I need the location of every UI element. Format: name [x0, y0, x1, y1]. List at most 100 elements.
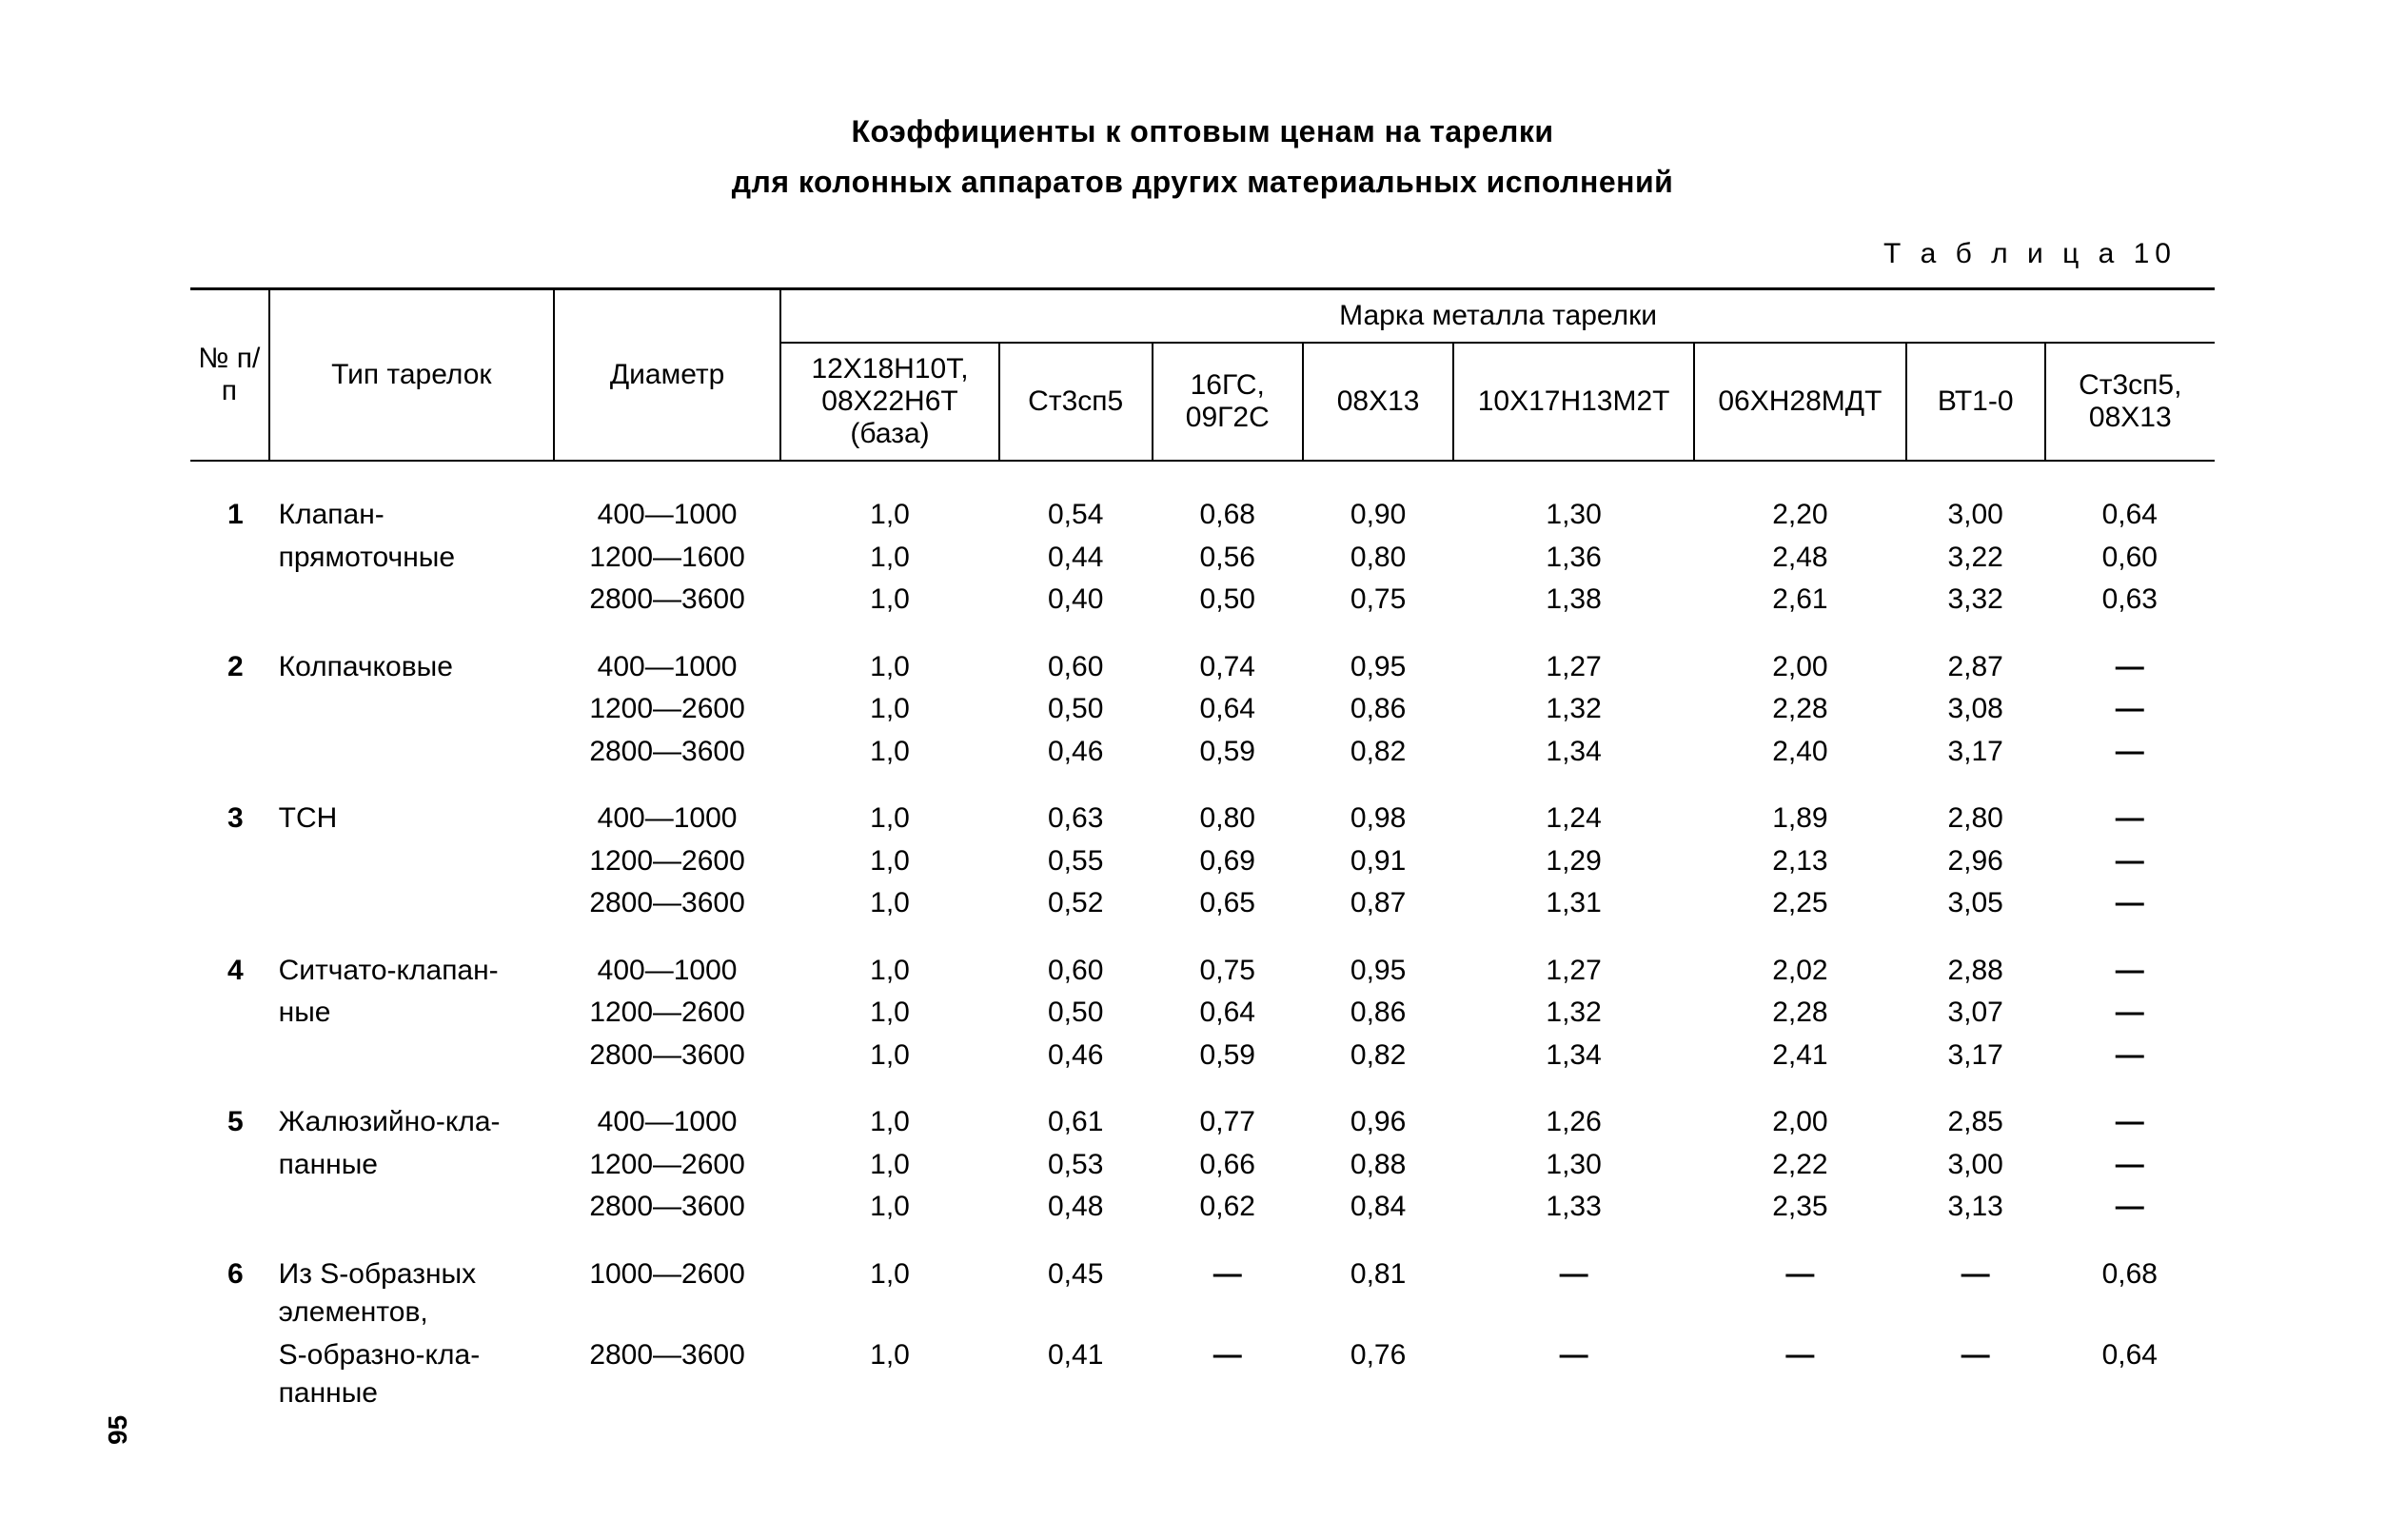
cell-type: прямоточные [269, 537, 554, 580]
cell-value: — [1694, 1229, 1906, 1334]
cell-value: 3,07 [1906, 992, 2045, 1035]
cell-value: 0,96 [1303, 1076, 1453, 1144]
cell-value: 2,28 [1694, 992, 1906, 1035]
cell-value: 0,48 [999, 1186, 1153, 1229]
cell-number [190, 1186, 269, 1229]
cell-value: 0,88 [1303, 1144, 1453, 1187]
cell-value: 1,30 [1453, 461, 1694, 537]
cell-number [190, 992, 269, 1035]
cell-number [190, 688, 269, 731]
cell-value: 1,24 [1453, 773, 1694, 840]
cell-value: 0,50 [1153, 579, 1303, 622]
cell-value: 0,62 [1153, 1186, 1303, 1229]
cell-value: 0,77 [1153, 1076, 1303, 1144]
cell-value: 1,0 [780, 1229, 999, 1334]
cell-type: S-образно-кла-панные [269, 1334, 554, 1415]
cell-value: 1,0 [780, 1076, 999, 1144]
cell-type: панные [269, 1144, 554, 1187]
col-header-08x13: 08Х13 [1303, 343, 1453, 461]
cell-number [190, 1035, 269, 1077]
cell-type: ные [269, 992, 554, 1035]
cell-diameter: 400—1000 [554, 622, 780, 689]
cell-value: 2,85 [1906, 1076, 2045, 1144]
cell-value: 0,63 [999, 773, 1153, 840]
cell-value: — [2045, 992, 2215, 1035]
cell-number: 6 [190, 1229, 269, 1334]
cell-value: 0,68 [1153, 461, 1303, 537]
cell-diameter: 2800—3600 [554, 1035, 780, 1077]
cell-value: 3,22 [1906, 537, 2045, 580]
cell-value: 0,81 [1303, 1229, 1453, 1334]
cell-diameter: 400—1000 [554, 461, 780, 537]
table-row: ные1200—26001,00,500,640,861,322,283,07— [190, 992, 2215, 1035]
cell-number [190, 1334, 269, 1415]
cell-number: 3 [190, 773, 269, 840]
cell-type: Клапан- [269, 461, 554, 537]
cell-value: 1,0 [780, 1186, 999, 1229]
col-header-06xn: 06ХН28МДТ [1694, 343, 1906, 461]
cell-value: — [2045, 1186, 2215, 1229]
cell-value: 2,02 [1694, 925, 1906, 993]
cell-type [269, 840, 554, 883]
cell-value: — [2045, 1035, 2215, 1077]
cell-value: 0,76 [1303, 1334, 1453, 1415]
cell-diameter: 400—1000 [554, 925, 780, 993]
cell-value: 0,84 [1303, 1186, 1453, 1229]
cell-value: — [1906, 1229, 2045, 1334]
cell-value: 0,98 [1303, 773, 1453, 840]
cell-number: 5 [190, 1076, 269, 1144]
col-header-16gs: 16ГС, 09Г2С [1153, 343, 1303, 461]
cell-diameter: 1200—2600 [554, 1144, 780, 1187]
cell-value: 0,64 [1153, 688, 1303, 731]
cell-value: 0,60 [999, 622, 1153, 689]
col-header-diameter: Диаметр [554, 289, 780, 462]
cell-type: Колпачковые [269, 622, 554, 689]
table-row: 1Клапан-400—10001,00,540,680,901,302,203… [190, 461, 2215, 537]
cell-value: 0,52 [999, 882, 1153, 925]
cell-value: 0,64 [2045, 1334, 2215, 1415]
cell-value: 2,25 [1694, 882, 1906, 925]
cell-value: — [1453, 1334, 1694, 1415]
cell-value: 0,44 [999, 537, 1153, 580]
cell-value: 0,80 [1153, 773, 1303, 840]
cell-type [269, 1035, 554, 1077]
cell-diameter: 2800—3600 [554, 882, 780, 925]
table-row: 6Из S-образныхэлементов,1000—26001,00,45… [190, 1229, 2215, 1334]
cell-diameter: 2800—3600 [554, 731, 780, 774]
cell-value: 3,17 [1906, 1035, 2045, 1077]
cell-value: 2,13 [1694, 840, 1906, 883]
cell-value: 0,59 [1153, 731, 1303, 774]
cell-value: 2,00 [1694, 622, 1906, 689]
table-row: 4Ситчато-клапан-400—10001,00,600,750,951… [190, 925, 2215, 993]
cell-value: 0,86 [1303, 688, 1453, 731]
cell-value: — [1906, 1334, 2045, 1415]
col-header-metal-group: Марка металла тарелки [780, 289, 2215, 344]
cell-value: 0,59 [1153, 1035, 1303, 1077]
table-row: S-образно-кла-панные2800—36001,00,41—0,7… [190, 1334, 2215, 1415]
cell-number [190, 579, 269, 622]
cell-value: 1,32 [1453, 688, 1694, 731]
cell-value: 1,32 [1453, 992, 1694, 1035]
cell-value: — [2045, 622, 2215, 689]
col-header-vt1: ВТ1-0 [1906, 343, 2045, 461]
cell-type [269, 579, 554, 622]
table-row: 2Колпачковые400—10001,00,600,740,951,272… [190, 622, 2215, 689]
cell-value: 1,0 [780, 773, 999, 840]
cell-value: — [1153, 1334, 1303, 1415]
cell-diameter: 2800—3600 [554, 1334, 780, 1415]
cell-value: 0,86 [1303, 992, 1453, 1035]
cell-type: Из S-образныхэлементов, [269, 1229, 554, 1334]
cell-value: 3,17 [1906, 731, 2045, 774]
cell-value: 0,95 [1303, 925, 1453, 993]
table-row: 5Жалюзийно-кла-400—10001,00,610,770,961,… [190, 1076, 2215, 1144]
cell-value: 0,87 [1303, 882, 1453, 925]
cell-value: 2,96 [1906, 840, 2045, 883]
table-row: 2800—36001,00,460,590,821,342,403,17— [190, 731, 2215, 774]
cell-value: 3,13 [1906, 1186, 2045, 1229]
table-row: панные1200—26001,00,530,660,881,302,223,… [190, 1144, 2215, 1187]
cell-value: 1,29 [1453, 840, 1694, 883]
cell-value: 0,82 [1303, 731, 1453, 774]
cell-value: — [1453, 1229, 1694, 1334]
cell-value: 2,40 [1694, 731, 1906, 774]
cell-value: 0,64 [2045, 461, 2215, 537]
